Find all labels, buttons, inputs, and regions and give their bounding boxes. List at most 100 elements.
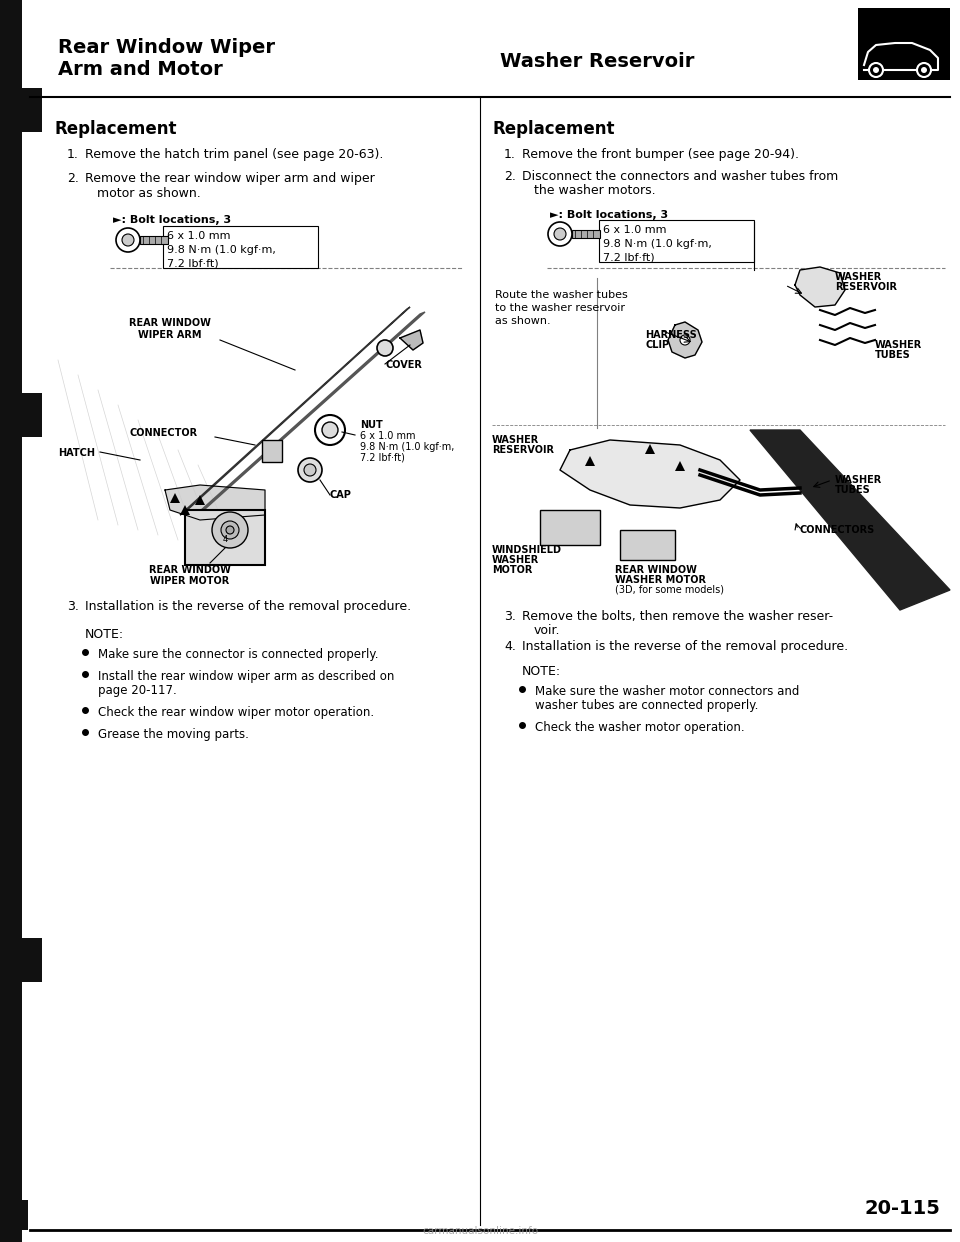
Circle shape (873, 67, 879, 73)
Text: as shown.: as shown. (495, 315, 551, 325)
Text: Make sure the connector is connected properly.: Make sure the connector is connected pro… (98, 648, 378, 661)
Text: 3.: 3. (67, 600, 79, 614)
Text: TUBES: TUBES (835, 484, 871, 496)
Bar (599, 220, 754, 262)
Text: ►: Bolt locations, 3: ►: Bolt locations, 3 (113, 215, 231, 225)
Text: RESERVOIR: RESERVOIR (492, 445, 554, 455)
Text: 1.: 1. (504, 148, 516, 161)
Text: ►: Bolt locations, 3: ►: Bolt locations, 3 (550, 210, 668, 220)
Bar (185, 510, 265, 565)
Polygon shape (668, 322, 702, 358)
Text: 4.: 4. (504, 640, 516, 653)
Bar (572, 230, 600, 238)
Text: WASHER: WASHER (492, 435, 540, 445)
Text: Installation is the reverse of the removal procedure.: Installation is the reverse of the remov… (85, 600, 411, 614)
Text: 7.2 lbf·ft): 7.2 lbf·ft) (360, 453, 405, 463)
Polygon shape (170, 493, 180, 503)
Text: 6 x 1.0 mm
9.8 N·m (1.0 kgf·m,
7.2 lbf·ft): 6 x 1.0 mm 9.8 N·m (1.0 kgf·m, 7.2 lbf·f… (603, 225, 712, 263)
Circle shape (680, 335, 690, 345)
Text: Installation is the reverse of the removal procedure.: Installation is the reverse of the remov… (522, 640, 848, 653)
Text: Remove the front bumper (see page 20-94).: Remove the front bumper (see page 20-94)… (522, 148, 799, 161)
Text: WASHER: WASHER (835, 272, 882, 282)
Polygon shape (864, 43, 938, 70)
Text: COVER: COVER (385, 360, 421, 370)
Text: WIPER MOTOR: WIPER MOTOR (151, 576, 229, 586)
Text: Replacement: Replacement (492, 120, 614, 138)
Bar (858, 7, 950, 79)
Polygon shape (750, 430, 950, 610)
Text: Remove the bolts, then remove the washer reser-: Remove the bolts, then remove the washer… (522, 610, 833, 623)
Circle shape (917, 63, 931, 77)
Polygon shape (560, 440, 740, 508)
Bar (163, 226, 318, 268)
Text: Route the washer tubes: Route the washer tubes (495, 289, 628, 301)
Text: 1.: 1. (67, 148, 79, 161)
Text: HARNESS: HARNESS (645, 330, 697, 340)
Text: voir.: voir. (534, 623, 561, 637)
Circle shape (548, 222, 572, 246)
Circle shape (212, 512, 248, 548)
Text: CONNECTOR: CONNECTOR (130, 428, 198, 438)
Bar (0, 88, 42, 132)
Text: Washer Reservoir: Washer Reservoir (500, 52, 694, 71)
Circle shape (921, 67, 927, 73)
Circle shape (226, 527, 234, 534)
Text: WASHER: WASHER (875, 340, 923, 350)
Text: to the washer reservoir: to the washer reservoir (495, 303, 625, 313)
Text: Check the rear window wiper motor operation.: Check the rear window wiper motor operat… (98, 705, 374, 719)
Text: Make sure the washer motor connectors and: Make sure the washer motor connectors an… (535, 686, 800, 698)
Text: page 20-117.: page 20-117. (98, 684, 177, 697)
Text: NOTE:: NOTE: (85, 628, 124, 641)
Text: Disconnect the connectors and washer tubes from: Disconnect the connectors and washer tub… (522, 170, 838, 183)
Polygon shape (585, 456, 595, 466)
Polygon shape (180, 307, 410, 515)
Bar (140, 236, 168, 243)
Text: Check the washer motor operation.: Check the washer motor operation. (535, 722, 745, 734)
Text: REAR WINDOW: REAR WINDOW (149, 565, 231, 575)
Text: REAR WINDOW: REAR WINDOW (615, 565, 697, 575)
Text: 9.8 N·m (1.0 kgf·m,: 9.8 N·m (1.0 kgf·m, (360, 442, 454, 452)
Text: Remove the hatch trim panel (see page 20-63).: Remove the hatch trim panel (see page 20… (85, 148, 383, 161)
Polygon shape (400, 330, 423, 350)
Text: CAP: CAP (330, 491, 352, 501)
Text: HATCH: HATCH (58, 448, 95, 458)
Text: CONNECTORS: CONNECTORS (800, 525, 876, 535)
Circle shape (221, 520, 239, 539)
Text: carmanualsonline.info: carmanualsonline.info (422, 1226, 538, 1236)
Text: Replacement: Replacement (55, 120, 178, 138)
Text: WIPER ARM: WIPER ARM (138, 330, 202, 340)
Bar (0, 1200, 28, 1230)
Text: Rear Window Wiper: Rear Window Wiper (58, 39, 275, 57)
Text: 2.: 2. (67, 171, 79, 185)
Polygon shape (795, 267, 845, 307)
Bar (620, 530, 675, 560)
Text: 4: 4 (223, 535, 228, 544)
Circle shape (122, 233, 134, 246)
Text: 20-115: 20-115 (864, 1199, 940, 1218)
Polygon shape (195, 496, 205, 505)
Text: WINDSHIELD: WINDSHIELD (492, 545, 562, 555)
Circle shape (322, 422, 338, 438)
Text: WASHER: WASHER (835, 474, 882, 484)
Bar (0, 392, 42, 437)
Text: TUBES: TUBES (875, 350, 911, 360)
Bar (0, 0, 22, 1242)
Text: NOTE:: NOTE: (522, 664, 562, 678)
Text: Install the rear window wiper arm as described on: Install the rear window wiper arm as des… (98, 669, 395, 683)
Text: 6 x 1.0 mm
9.8 N·m (1.0 kgf·m,
7.2 lbf·ft): 6 x 1.0 mm 9.8 N·m (1.0 kgf·m, 7.2 lbf·f… (167, 231, 276, 270)
Circle shape (869, 63, 883, 77)
Text: washer tubes are connected properly.: washer tubes are connected properly. (535, 699, 758, 712)
Polygon shape (190, 312, 425, 520)
Polygon shape (675, 461, 685, 471)
Polygon shape (180, 505, 190, 515)
Text: Grease the moving parts.: Grease the moving parts. (98, 728, 249, 741)
Text: CLIP: CLIP (645, 340, 669, 350)
Text: NUT: NUT (360, 420, 383, 430)
Text: REAR WINDOW: REAR WINDOW (129, 318, 211, 328)
Text: Remove the rear window wiper arm and wiper: Remove the rear window wiper arm and wip… (85, 171, 374, 185)
Text: MOTOR: MOTOR (492, 565, 533, 575)
Circle shape (315, 415, 345, 445)
Bar (540, 510, 600, 545)
Text: 3.: 3. (504, 610, 516, 623)
Circle shape (298, 458, 322, 482)
